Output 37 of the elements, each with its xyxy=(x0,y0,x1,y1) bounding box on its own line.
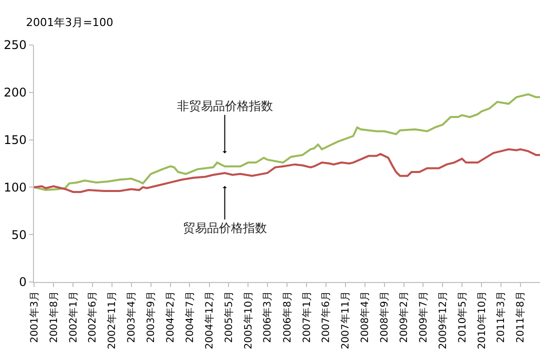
x-tick-label: 2006年8月 xyxy=(281,291,294,343)
x-tick-label: 2009年2月 xyxy=(398,291,410,343)
x-tick-label: 2008年4月 xyxy=(359,291,372,343)
x-tick-label: 2010年5月 xyxy=(456,291,468,343)
y-tick-label: 0 xyxy=(18,275,27,290)
x-tick-label: 2003年4月 xyxy=(126,291,138,343)
x-tick-label: 2005年10月 xyxy=(242,291,254,350)
x-tick-label: 2008年9月 xyxy=(378,291,391,343)
y-tick-label: 150 xyxy=(4,133,27,147)
x-tick-label: 2007年1月 xyxy=(300,291,313,343)
x-tick-label: 2011年8月 xyxy=(514,291,527,343)
x-tick-label: 2009年7月 xyxy=(417,291,430,343)
x-tick-label: 2001年8月 xyxy=(48,291,60,343)
x-tick-label: 2002年1月 xyxy=(67,291,80,343)
line-series xyxy=(34,148,540,193)
y-tick-label: 250 xyxy=(4,38,27,52)
y-tick-label: 200 xyxy=(4,86,27,100)
y-tick-label: 50 xyxy=(11,228,27,242)
y-tick-label: 100 xyxy=(4,180,27,194)
x-tick-label: 2004年7月 xyxy=(184,291,196,343)
x-tick-label: 2005年5月 xyxy=(222,291,235,343)
x-tick-label: 2001年3月 xyxy=(28,291,40,343)
y-axis-title: 2001年3月=100 xyxy=(26,16,114,29)
x-tick-label: 2011年3月 xyxy=(495,291,508,343)
x-tick-label: 2002年6月 xyxy=(86,291,99,343)
x-tick-label: 2007年6月 xyxy=(320,291,332,343)
annotation: 非贸易品价格指数 xyxy=(177,99,273,113)
x-tick-label: 2006年3月 xyxy=(262,291,274,343)
x-tick-label: 2007年11月 xyxy=(340,291,352,350)
x-tick-label: 2003年9月 xyxy=(145,291,158,343)
x-tick-label: 2009年12月 xyxy=(436,291,449,350)
x-tick-label: 2002年11月 xyxy=(106,291,118,350)
x-tick-label: 2004年2月 xyxy=(164,291,177,343)
x-tick-label: 2004年12月 xyxy=(204,291,216,350)
annotation: 贸易品价格指数 xyxy=(183,221,267,235)
x-tick-label: 2010年10月 xyxy=(476,291,488,350)
line-series xyxy=(34,93,540,192)
